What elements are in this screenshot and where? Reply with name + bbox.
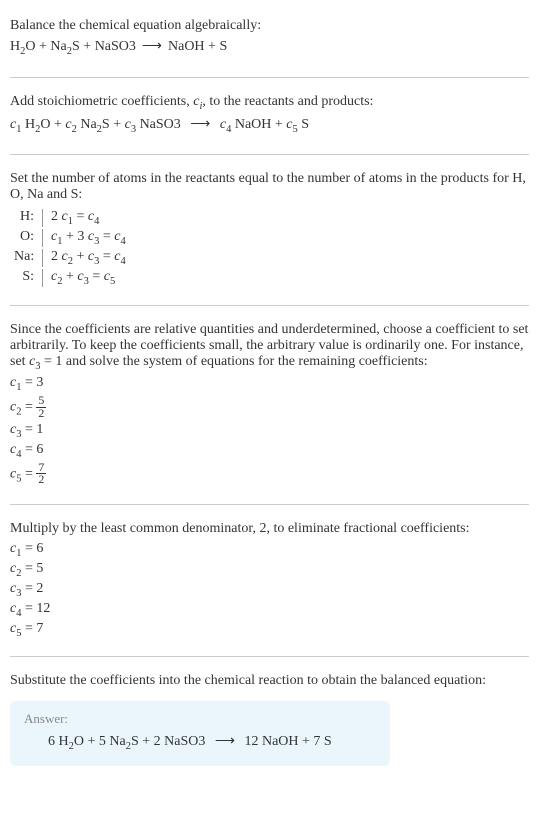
- atom-row-s: S: c2 + c3 = c5: [14, 269, 529, 287]
- coef-row: c3 = 2: [10, 581, 529, 599]
- coefficient-list-fractional: c1 = 3 c2 = 52 c3 = 1 c4 = 6 c5 = 72: [10, 375, 529, 486]
- section-balance-intro: Balance the chemical equation algebraica…: [10, 10, 529, 69]
- coef-row: c5 = 72: [10, 462, 529, 487]
- section-solve-fractional: Since the coefficients are relative quan…: [10, 314, 529, 497]
- atom-row-o: O: c1 + 3 c3 = c4: [14, 229, 529, 247]
- answer-box: Answer: 6 H2O + 5 Na2S + 2 NaSO3 ⟶ 12 Na…: [10, 701, 390, 766]
- divider: [10, 154, 529, 155]
- sulfur: S: [219, 39, 227, 54]
- unbalanced-equation: H2O + Na2S + NaSO3⟶NaOH + S: [10, 38, 529, 57]
- na2s: Na2S: [50, 39, 79, 54]
- coef-row: c4 = 6: [10, 442, 529, 460]
- divider: [10, 77, 529, 78]
- intro-text: Add stoichiometric coefficients, ci, to …: [10, 94, 529, 112]
- intro-text: Multiply by the least common denominator…: [10, 521, 529, 537]
- atom-row-na: Na: 2 c2 + c3 = c4: [14, 249, 529, 267]
- section-integer-coefs: Multiply by the least common denominator…: [10, 513, 529, 648]
- coef-row: c2 = 5: [10, 561, 529, 579]
- answer-label: Answer:: [24, 711, 376, 727]
- h2o: H2O: [10, 39, 36, 54]
- coef-row: c1 = 6: [10, 541, 529, 559]
- divider: [10, 305, 529, 306]
- coef-equation: c1 H2O + c2 Na2S + c3 NaSO3 ⟶ c4 NaOH + …: [10, 116, 529, 135]
- intro-text: Substitute the coefficients into the che…: [10, 673, 529, 689]
- divider: [10, 504, 529, 505]
- reaction-arrow: ⟶: [136, 39, 168, 54]
- intro-text: Balance the chemical equation algebraica…: [10, 18, 529, 34]
- balanced-equation: 6 H2O + 5 Na2S + 2 NaSO3 ⟶ 12 NaOH + 7 S: [24, 733, 376, 752]
- divider: [10, 656, 529, 657]
- coefficient-list-integer: c1 = 6 c2 = 5 c3 = 2 c4 = 12 c5 = 7: [10, 541, 529, 638]
- coef-row: c4 = 12: [10, 601, 529, 619]
- atom-row-h: H: 2 c1 = c4: [14, 209, 529, 227]
- naso3: NaSO3: [95, 39, 136, 54]
- coef-row: c2 = 52: [10, 395, 529, 420]
- intro-text: Set the number of atoms in the reactants…: [10, 171, 529, 203]
- coef-row: c1 = 3: [10, 375, 529, 393]
- naoh: NaOH: [168, 39, 205, 54]
- atom-equations-table: H: 2 c1 = c4 O: c1 + 3 c3 = c4 Na: 2 c2 …: [14, 209, 529, 286]
- section-stoichiometric: Add stoichiometric coefficients, ci, to …: [10, 86, 529, 147]
- intro-text: Since the coefficients are relative quan…: [10, 322, 529, 372]
- coef-row: c5 = 7: [10, 621, 529, 639]
- coef-row: c3 = 1: [10, 422, 529, 440]
- section-final-answer: Substitute the coefficients into the che…: [10, 665, 529, 774]
- section-atom-balance: Set the number of atoms in the reactants…: [10, 163, 529, 296]
